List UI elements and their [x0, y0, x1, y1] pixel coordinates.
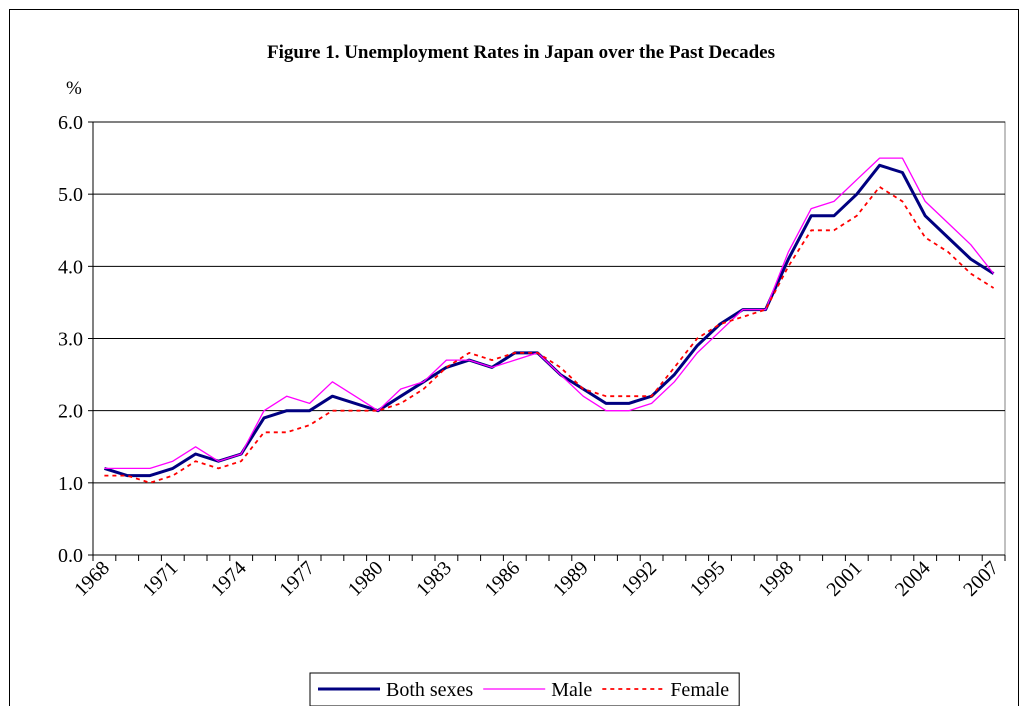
x-tick-label: 2007 — [959, 557, 1003, 601]
y-tick-label: 5.0 — [58, 184, 83, 206]
y-axis-label: % — [66, 78, 82, 99]
x-tick-label: 2004 — [891, 557, 935, 601]
y-tick-label: 0.0 — [58, 545, 83, 567]
legend: Both sexes Male Female — [309, 672, 740, 706]
x-tick-label: 1995 — [686, 557, 730, 601]
x-tick-label: 1986 — [480, 557, 524, 601]
x-tick-label: 1971 — [138, 557, 182, 601]
y-tick-label: 4.0 — [58, 256, 83, 278]
y-tick-label: 3.0 — [58, 329, 83, 351]
x-tick-label: 1983 — [412, 557, 456, 601]
y-tick-label: 2.0 — [58, 401, 83, 423]
x-tick-label: 1977 — [275, 557, 319, 601]
x-tick-label: 1992 — [617, 557, 661, 601]
legend-label: Female — [670, 679, 729, 701]
x-tick-label: 1989 — [549, 557, 593, 601]
legend-label: Male — [551, 679, 592, 701]
x-tick-label: 1974 — [207, 557, 251, 601]
line-series — [104, 186, 995, 484]
y-tick-label: 6.0 — [58, 112, 83, 134]
y-tick-label: 1.0 — [58, 473, 83, 495]
line-series — [104, 157, 995, 470]
legend-label: Both sexes — [386, 679, 473, 701]
x-tick-label: 2001 — [822, 557, 866, 601]
x-tick-label: 1980 — [344, 557, 388, 601]
chart-title: Figure 1. Unemployment Rates in Japan ov… — [267, 42, 775, 63]
x-tick-label: 1998 — [754, 557, 798, 601]
chart-border — [9, 9, 1019, 706]
